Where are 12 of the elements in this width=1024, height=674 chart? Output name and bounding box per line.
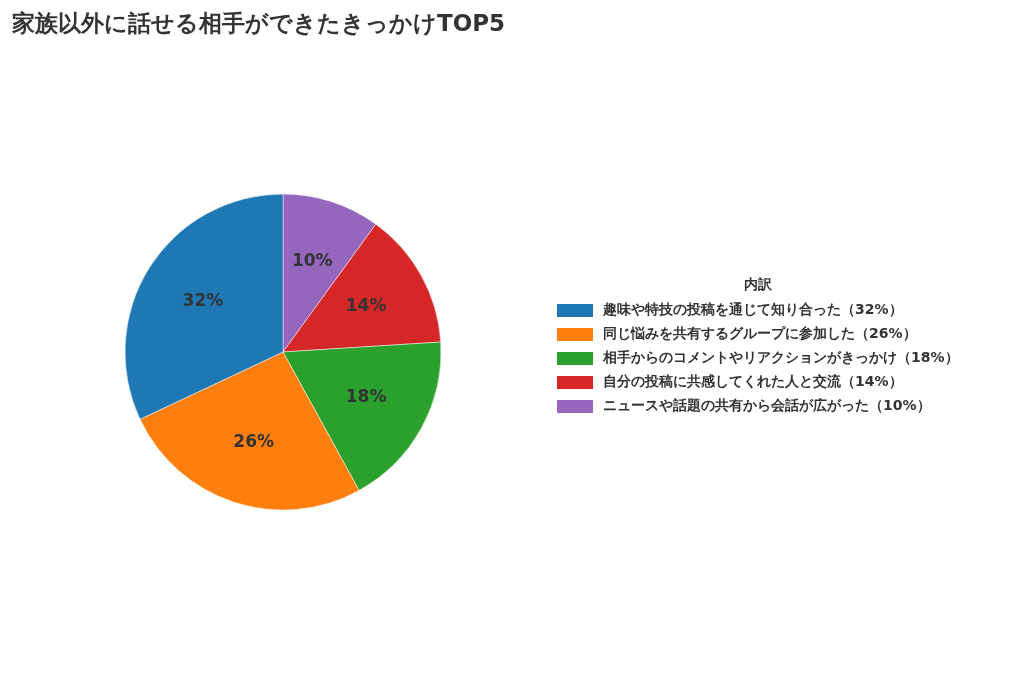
legend-label: 趣味や特技の投稿を通じて知り合った（32%）: [603, 301, 903, 319]
legend-title: 内訳: [742, 276, 773, 294]
data-label: 32%: [182, 289, 224, 310]
data-label: 14%: [345, 294, 387, 315]
chart-title: 家族以外に話せる相手ができたきっかけTOP5: [12, 9, 506, 38]
legend-label: ニュースや話題の共有から会話が広がった（10%）: [603, 397, 931, 415]
data-label: 18%: [345, 386, 387, 407]
data-label: 26%: [233, 430, 275, 451]
legend-label: 同じ悩みを共有するグループに参加した（26%）: [603, 325, 917, 343]
legend-label: 相手からのコメントやリアクションがきっかけ（18%）: [603, 349, 959, 367]
legend-label: 自分の投稿に共感してくれた人と交流（14%）: [603, 373, 903, 391]
data-label: 10%: [291, 250, 333, 271]
